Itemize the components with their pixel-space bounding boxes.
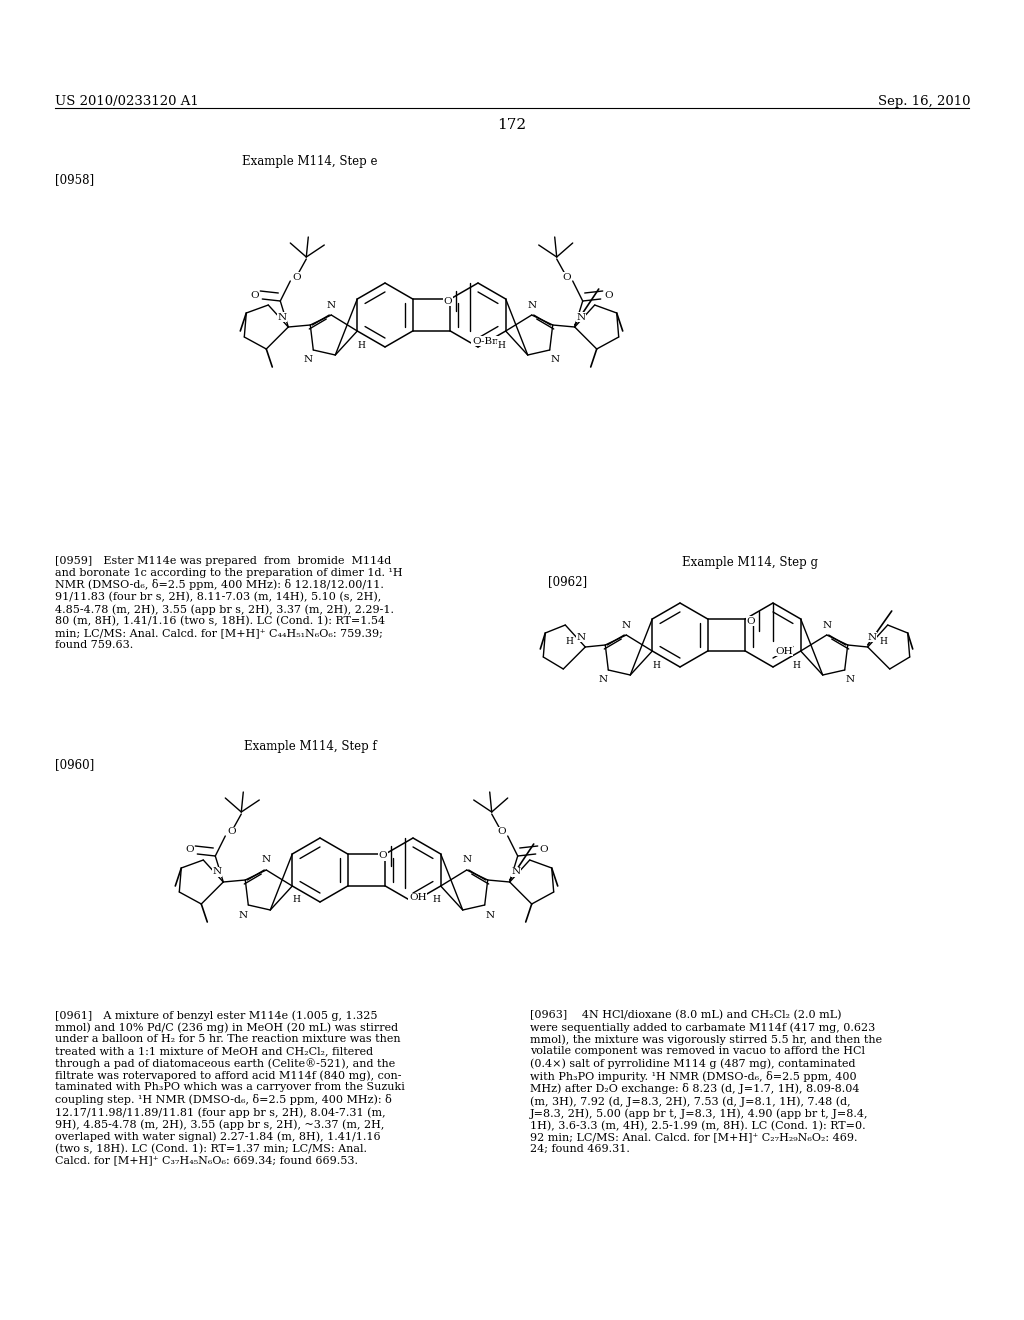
Text: O: O xyxy=(746,616,756,626)
Text: N: N xyxy=(527,301,537,309)
Text: OH: OH xyxy=(409,894,427,903)
Text: O: O xyxy=(185,846,194,854)
Text: N: N xyxy=(239,911,248,920)
Text: H: H xyxy=(357,341,366,350)
Text: O: O xyxy=(498,828,506,837)
Text: N: N xyxy=(213,867,222,876)
Text: O: O xyxy=(443,297,453,305)
Text: Example M114, Step g: Example M114, Step g xyxy=(682,556,818,569)
Text: N: N xyxy=(845,676,854,685)
Text: N: N xyxy=(262,855,271,865)
Text: H: H xyxy=(880,638,888,647)
Text: Example M114, Step e: Example M114, Step e xyxy=(243,154,378,168)
Text: H: H xyxy=(498,341,506,350)
Text: O-Bn: O-Bn xyxy=(472,337,499,346)
Text: N: N xyxy=(599,676,608,685)
Text: N: N xyxy=(511,867,520,876)
Text: N: N xyxy=(485,911,495,920)
Text: N: N xyxy=(577,313,586,322)
Text: N: N xyxy=(278,313,287,322)
Text: O: O xyxy=(604,290,613,300)
Text: N: N xyxy=(550,355,559,364)
Text: N: N xyxy=(462,855,471,865)
Text: H: H xyxy=(292,895,300,904)
Text: 172: 172 xyxy=(498,117,526,132)
Text: [0960]: [0960] xyxy=(55,758,94,771)
Text: [0962]: [0962] xyxy=(548,576,587,587)
Text: O: O xyxy=(292,272,301,281)
Text: US 2010/0233120 A1: US 2010/0233120 A1 xyxy=(55,95,199,108)
Text: H: H xyxy=(793,660,801,669)
Text: N: N xyxy=(304,355,313,364)
Text: O: O xyxy=(562,272,571,281)
Text: N: N xyxy=(822,620,831,630)
Text: [0958]: [0958] xyxy=(55,173,94,186)
Text: H: H xyxy=(652,660,660,669)
Text: O: O xyxy=(379,851,387,861)
Text: H: H xyxy=(433,895,440,904)
Text: N: N xyxy=(622,620,631,630)
Text: N: N xyxy=(577,632,586,642)
Text: [0963]  4N HCl/dioxane (8.0 mL) and CH₂Cl₂ (2.0 mL)
were sequentially added to c: [0963] 4N HCl/dioxane (8.0 mL) and CH₂Cl… xyxy=(530,1010,882,1154)
Text: OH: OH xyxy=(775,647,793,656)
Text: N: N xyxy=(327,301,336,309)
Text: O: O xyxy=(250,290,259,300)
Text: Example M114, Step f: Example M114, Step f xyxy=(244,741,377,752)
Text: Sep. 16, 2010: Sep. 16, 2010 xyxy=(878,95,970,108)
Text: [0961] A mixture of benzyl ester M114e (1.005 g, 1.325
mmol) and 10% Pd/C (236 m: [0961] A mixture of benzyl ester M114e (… xyxy=(55,1010,404,1166)
Text: [0959] Ester M114e was prepared  from  bromide  M114d
and boronate 1c according : [0959] Ester M114e was prepared from bro… xyxy=(55,556,402,649)
Text: O: O xyxy=(227,828,236,837)
Text: N: N xyxy=(867,632,877,642)
Text: H: H xyxy=(565,638,573,647)
Text: O: O xyxy=(540,846,548,854)
